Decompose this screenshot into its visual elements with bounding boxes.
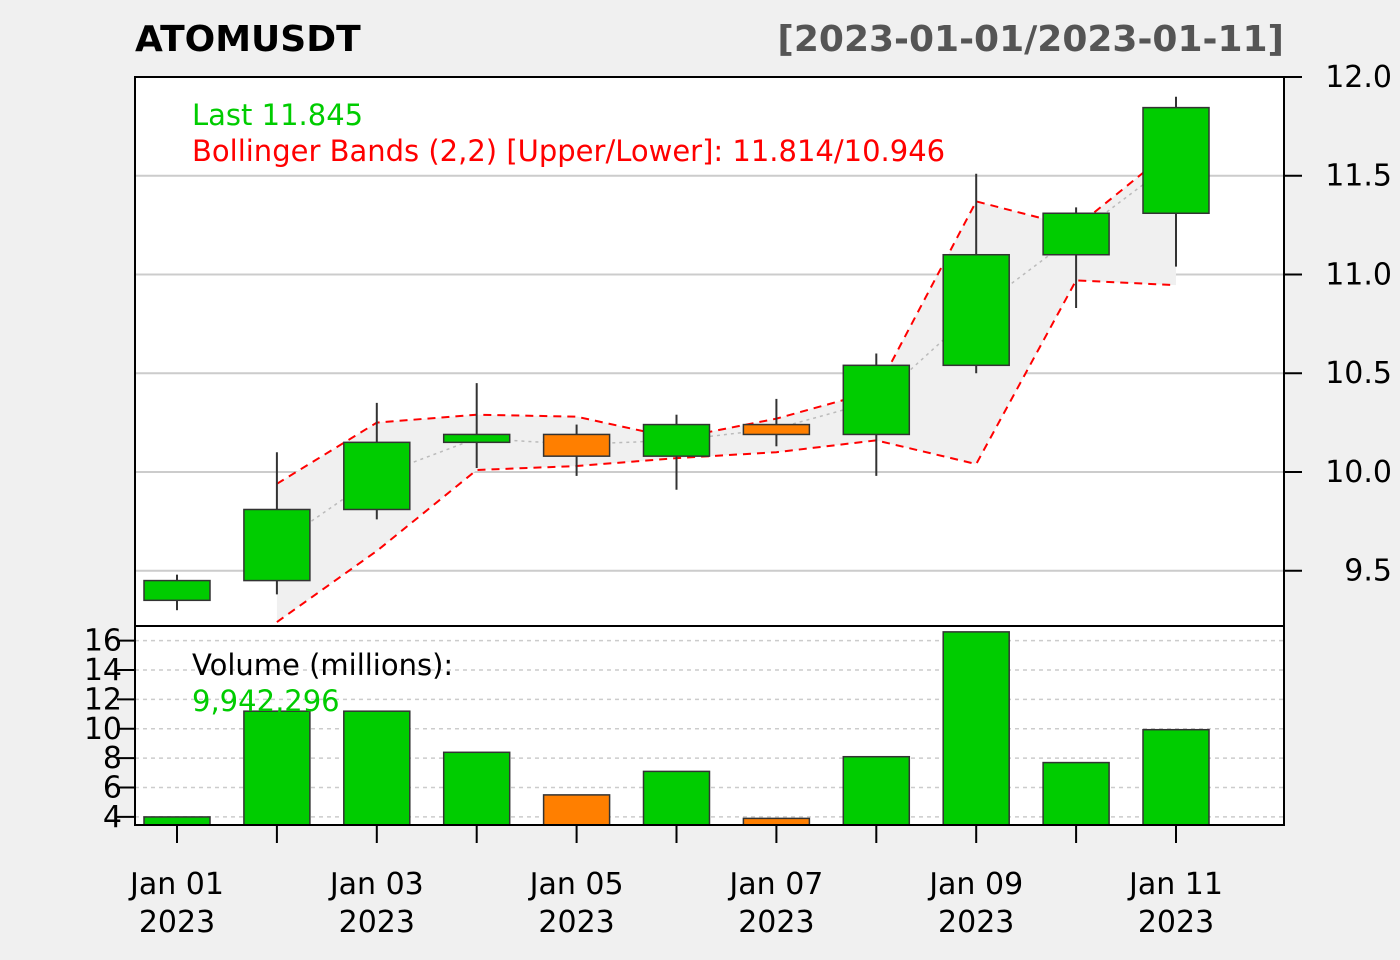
x-tick-label: Jan 01 [128, 867, 224, 902]
volume-bars [143, 631, 1210, 826]
price-axis: 9.5 10.0 10.5 11.0 11.5 12.0 [1284, 60, 1392, 589]
candle [542, 424, 611, 476]
volume-bar [942, 631, 1010, 826]
volume-bar [542, 794, 611, 826]
x-tick-year-label: 2023 [738, 905, 814, 940]
candle-body [243, 508, 311, 582]
volume-bar [842, 755, 911, 826]
x-tick-year-label: 2023 [139, 905, 215, 940]
candlesticks [143, 96, 1210, 611]
x-tick-label: Jan 11 [1127, 867, 1223, 902]
date-range: [2023-01-01/2023-01-11] [777, 19, 1284, 60]
candle [1142, 96, 1210, 267]
legend-last: Last 11.845 [192, 98, 363, 132]
volume-panel-border [134, 625, 1285, 826]
candle-body [642, 423, 711, 457]
legend-volume-value: 9,942,296 [192, 684, 340, 718]
candle-body [842, 364, 911, 436]
price-tick-label: 11.0 [1325, 257, 1392, 292]
candle [143, 574, 211, 611]
legend-volume-title: Volume (millions): [192, 648, 453, 682]
candle [442, 383, 511, 469]
volume-tick-label: 12 [84, 682, 122, 717]
candle-body [1142, 106, 1210, 215]
x-tick-label: Jan 09 [927, 867, 1023, 902]
x-tick-label: Jan 07 [727, 867, 823, 902]
volume-tick-label: 14 [84, 653, 122, 688]
candle [243, 452, 311, 595]
volume-bar [343, 710, 411, 826]
volume-bar [1042, 761, 1110, 826]
candle-body [1042, 212, 1110, 256]
price-tick-label: 10.0 [1325, 455, 1392, 490]
price-tick-label: 10.5 [1325, 356, 1392, 391]
candle-body [942, 253, 1010, 367]
price-tick-label: 12.0 [1325, 60, 1392, 95]
candle-body [343, 441, 411, 511]
volume-tick-label: 16 [84, 624, 122, 659]
candle [343, 402, 411, 520]
candle-body [542, 433, 611, 457]
volume-tick-label: 4 [103, 800, 122, 835]
price-tick-label: 9.5 [1344, 554, 1392, 589]
volume-tick-label: 10 [84, 712, 122, 747]
bband-lower-line [276, 279, 1177, 623]
volume-tick-label: 8 [103, 741, 122, 776]
volume-bar [1142, 728, 1210, 826]
candle [942, 173, 1010, 374]
chart-title: ATOMUSDT [135, 19, 361, 60]
x-tick-year-label: 2023 [339, 905, 415, 940]
bband-middle-line [276, 159, 1177, 546]
legend-bbands: Bollinger Bands (2,2) [Upper/Lower]: 11.… [192, 134, 945, 168]
candle [642, 414, 711, 490]
candle [742, 398, 811, 447]
x-tick-year-label: 2023 [1138, 905, 1214, 940]
volume-bar [642, 770, 711, 826]
candle-body [143, 579, 211, 602]
candle-body [442, 433, 511, 444]
volume-bar [143, 816, 211, 826]
x-tick-label: Jan 03 [328, 867, 424, 902]
price-tick-label: 11.5 [1325, 159, 1392, 194]
volume-tick-label: 6 [103, 771, 122, 806]
candle [1042, 207, 1110, 309]
volume-bar [243, 710, 311, 826]
candle [842, 353, 911, 476]
x-tick-label: Jan 05 [528, 867, 624, 902]
x-tick-year-label: 2023 [538, 905, 614, 940]
x-tick-year-label: 2023 [938, 905, 1014, 940]
volume-bar [442, 751, 511, 826]
candle-body [742, 423, 811, 436]
